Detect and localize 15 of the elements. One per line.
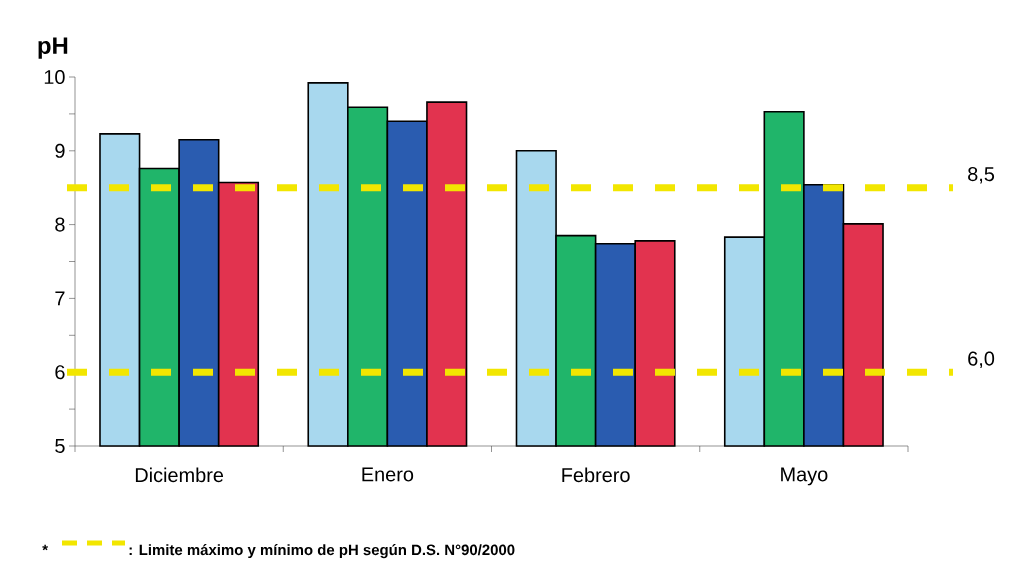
- x-tick-label: Febrero: [562, 467, 630, 483]
- x-tick-label: Enero: [362, 467, 414, 482]
- y-tick-label: 7: [55, 291, 65, 306]
- text: : Limite máximo y mínimo de pH según D.S. N°90/2000: [129, 544, 515, 559]
- y-tick-label: 10: [44, 69, 65, 85]
- y-tick-label: 6: [55, 365, 65, 380]
- y-tick-label: 9: [55, 143, 65, 158]
- y-tick-label: 8: [55, 217, 65, 232]
- y-tick-label: 5: [55, 439, 65, 453]
- ref-line-label: 6,0: [968, 351, 995, 368]
- ref-line-label: 8,5: [968, 167, 995, 184]
- y-axis-title: pH: [38, 37, 68, 59]
- x-tick-label: Mayo: [781, 467, 828, 486]
- text: *: [42, 544, 48, 551]
- x-tick-label: Diciembre: [135, 467, 224, 483]
